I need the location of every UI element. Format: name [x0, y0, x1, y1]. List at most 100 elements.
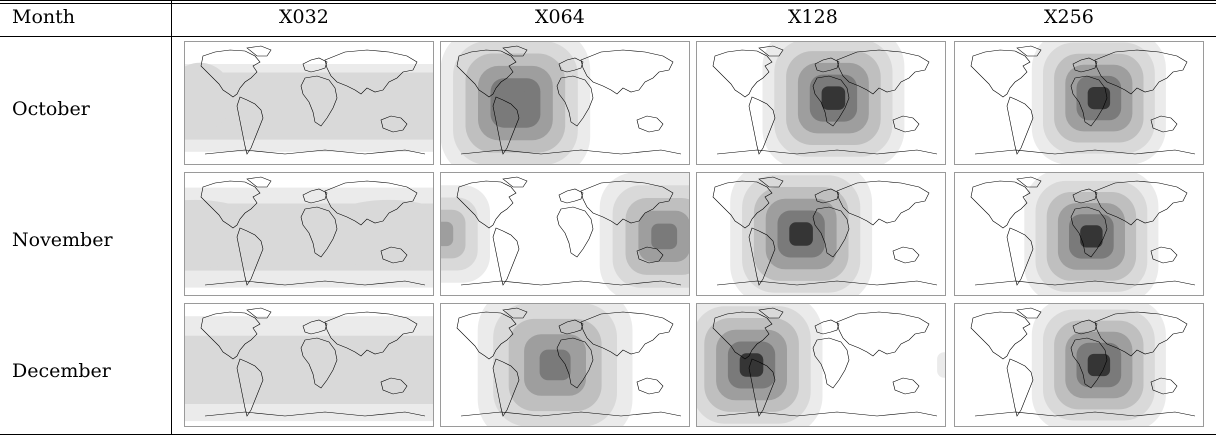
coastline — [200, 49, 261, 98]
map-december-x032-svg — [185, 307, 433, 422]
contour-ring — [937, 352, 945, 378]
map-december-x032 — [184, 303, 434, 427]
coastline — [456, 180, 517, 229]
header-col-x128: X128 — [788, 6, 838, 28]
header-col-x256: X256 — [1044, 6, 1094, 28]
map-december-x064 — [440, 303, 690, 427]
coastline — [748, 96, 776, 155]
coastline — [302, 188, 328, 204]
coastline — [812, 75, 850, 127]
map-october-x256 — [954, 41, 1204, 165]
coastline — [558, 57, 584, 73]
coastline — [492, 96, 520, 155]
coastline — [1072, 57, 1098, 73]
coastline — [636, 377, 664, 395]
coastline — [580, 180, 674, 226]
shade-blob — [185, 199, 270, 269]
coastline — [974, 280, 1196, 286]
coastline — [1006, 96, 1034, 155]
map-november-x256-svg — [970, 173, 1196, 295]
coastline — [1094, 311, 1188, 357]
coastline — [456, 311, 517, 360]
coastline — [812, 337, 850, 389]
row-label-december: December — [12, 360, 111, 382]
coastline — [236, 358, 264, 417]
map-november-x256 — [954, 172, 1204, 296]
coastline — [970, 49, 1031, 98]
header-col-x032: X032 — [279, 6, 329, 28]
coastline — [580, 311, 674, 357]
coastline — [758, 45, 784, 57]
top-rule — [0, 0, 1216, 1]
coastline — [974, 149, 1196, 155]
map-november-x128-svg — [712, 173, 938, 295]
coastline — [812, 206, 850, 258]
coastline — [200, 180, 261, 229]
map-october-x256-svg — [970, 42, 1196, 164]
coastline — [558, 188, 584, 204]
map-october-x032-svg — [185, 45, 433, 155]
coastline — [1016, 45, 1042, 57]
coastline — [892, 246, 920, 264]
coastline — [300, 75, 338, 127]
coastline — [1006, 227, 1034, 286]
map-october-x064 — [440, 41, 690, 165]
map-december-x128-svg — [697, 304, 945, 426]
coastline — [556, 206, 594, 258]
map-november-x128 — [696, 172, 946, 296]
coastline — [236, 96, 264, 155]
map-october-x032 — [184, 41, 434, 165]
header-col-x064: X064 — [535, 6, 585, 28]
coastline — [716, 280, 938, 286]
coastline — [556, 75, 594, 127]
coastline — [970, 180, 1031, 229]
map-october-x128 — [696, 41, 946, 165]
coastline — [302, 57, 328, 73]
map-october-x064-svg — [441, 42, 682, 164]
map-december-x256-svg — [970, 304, 1196, 426]
contour-ring — [821, 86, 846, 110]
map-november-x032 — [184, 172, 434, 296]
coastline — [380, 246, 408, 264]
coastline — [300, 337, 338, 389]
coastline — [492, 358, 520, 417]
coastline — [204, 280, 426, 286]
coastline — [302, 319, 328, 335]
coastline — [558, 319, 584, 335]
coastline — [580, 49, 674, 95]
coastline — [246, 307, 272, 319]
coastline — [1070, 206, 1108, 258]
coastline — [460, 280, 682, 286]
coastline — [1070, 75, 1108, 127]
coastline — [748, 227, 776, 286]
coastline — [758, 307, 784, 319]
coastline — [556, 337, 594, 389]
coastline — [236, 227, 264, 286]
shade-blob — [185, 62, 233, 132]
coastline — [1072, 188, 1098, 204]
coastline — [836, 311, 930, 357]
coastline — [324, 49, 418, 95]
coastline — [1006, 358, 1034, 417]
coastline — [974, 411, 1196, 417]
coastline — [300, 206, 338, 258]
row-label-october: October — [12, 98, 90, 120]
contour-ring — [1080, 225, 1103, 248]
coastline — [456, 49, 517, 98]
contour-ring — [739, 353, 764, 377]
coastline — [712, 49, 773, 98]
map-november-x064-svg — [441, 173, 689, 295]
coastline — [758, 176, 784, 188]
coastline — [324, 180, 418, 226]
coastline — [460, 411, 682, 417]
coastline — [502, 307, 528, 319]
coastline — [716, 411, 938, 417]
coastline — [712, 180, 773, 229]
coastline — [970, 311, 1031, 360]
header-month: Month — [12, 6, 76, 28]
coastline — [892, 115, 920, 133]
map-november-x032-svg — [185, 176, 433, 288]
coastline — [1150, 377, 1178, 395]
map-october-x128-svg — [712, 42, 938, 164]
